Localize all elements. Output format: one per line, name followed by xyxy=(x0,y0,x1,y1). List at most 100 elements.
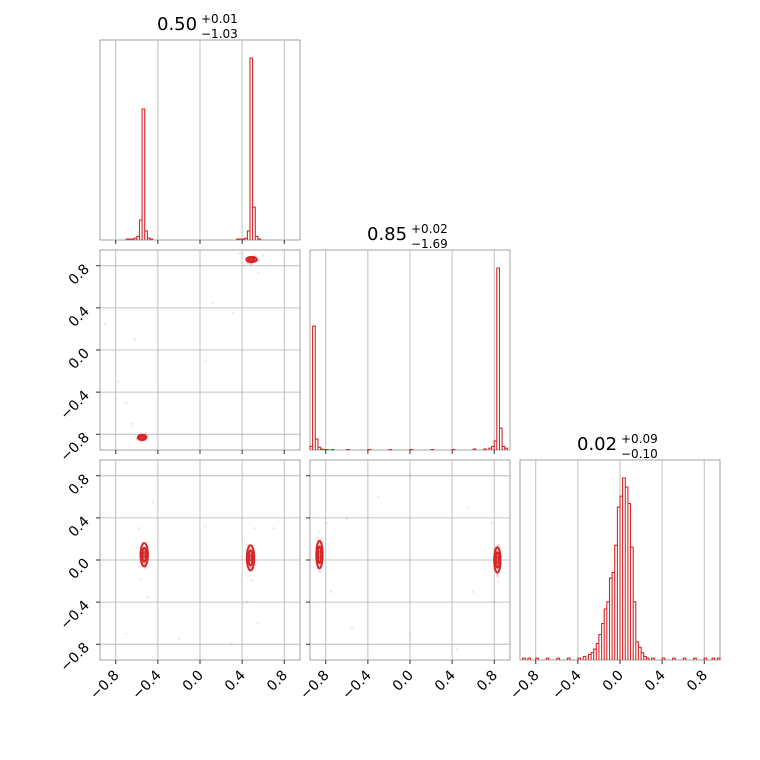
y-tick-label: 0.4 xyxy=(66,303,93,330)
histogram-param-2 xyxy=(309,267,508,451)
scatter-point xyxy=(203,359,207,362)
density-contour-outer xyxy=(245,544,256,572)
x-tick-label: 0.4 xyxy=(642,667,669,694)
scatter-point xyxy=(261,253,265,257)
scatter-point xyxy=(500,554,504,558)
scatter-point xyxy=(496,575,500,579)
scatter-point xyxy=(408,632,412,635)
scatter-point xyxy=(242,264,246,268)
scatter-point xyxy=(138,565,141,569)
x-tick-label: 0.0 xyxy=(390,668,417,695)
density-core xyxy=(249,257,254,262)
density-core xyxy=(142,551,146,559)
scatter-point xyxy=(249,262,253,266)
scatter-point xyxy=(318,570,321,573)
scatter-point xyxy=(245,543,249,546)
density-contour-outer xyxy=(139,542,149,568)
scatter-point xyxy=(137,527,141,530)
scatter-point xyxy=(211,301,214,304)
scatter-point xyxy=(231,311,234,315)
density-contour-inner xyxy=(247,549,254,567)
scatter-point xyxy=(272,527,275,530)
density-core xyxy=(317,550,322,559)
density-contour-outer xyxy=(315,540,324,570)
scatter-point xyxy=(377,495,380,499)
y-tick-label: −0.4 xyxy=(57,598,92,633)
x-tick-label: −0.4 xyxy=(549,667,584,702)
scatter-point xyxy=(318,530,321,534)
x-tick-label: 0.0 xyxy=(180,668,207,695)
scatter-point xyxy=(138,441,142,444)
title-plus: +0.01 xyxy=(201,12,238,26)
title-value: 0.50 xyxy=(157,14,197,35)
y-tick-label: 0.0 xyxy=(66,346,93,373)
density-contour-inner xyxy=(141,546,148,563)
density-contour-outer xyxy=(493,546,502,574)
scatter-point xyxy=(177,637,181,641)
y-tick-label: −0.4 xyxy=(57,388,92,423)
y-tick-label: 0.8 xyxy=(66,261,93,288)
scatter-point xyxy=(324,521,328,525)
scatter-point xyxy=(466,506,470,509)
y-tick-label: −0.8 xyxy=(57,640,92,675)
scatter-point xyxy=(103,322,107,325)
title-param-1: 0.50 +0.01 −1.03 xyxy=(157,12,238,41)
scatter-point xyxy=(146,540,149,544)
scatter-point xyxy=(318,570,322,574)
scatter-point xyxy=(490,521,494,525)
scatter-point xyxy=(492,600,496,604)
scatter-point xyxy=(144,432,148,435)
scatter-point xyxy=(256,271,260,275)
scatter-point xyxy=(497,543,501,547)
x-tick-label: 0.8 xyxy=(684,668,711,695)
y-tick-label: 0.8 xyxy=(66,471,93,498)
scatter-point xyxy=(139,577,143,581)
scatter-point xyxy=(249,546,253,550)
x-tick-label: −0.4 xyxy=(129,667,164,702)
x-tick-label: −0.4 xyxy=(339,667,374,702)
y-tick-label: −0.8 xyxy=(57,430,92,465)
scatter-point xyxy=(146,595,149,599)
scatter-point xyxy=(345,516,349,520)
title-minus: −1.03 xyxy=(201,27,238,41)
title-plus: +0.02 xyxy=(411,222,448,236)
scatter-point xyxy=(456,648,459,651)
y-tick-label: 0.4 xyxy=(66,513,93,540)
scatter-point xyxy=(329,590,333,593)
histogram-param-3 xyxy=(522,477,721,660)
density-contour-inner xyxy=(494,551,501,569)
density-core xyxy=(495,556,500,564)
x-tick-label: −0.8 xyxy=(87,668,122,703)
scatter-point xyxy=(495,574,499,577)
scatter-point xyxy=(471,590,475,593)
density-contour-outer xyxy=(136,433,148,441)
scatter-point xyxy=(250,579,253,582)
scatter-point xyxy=(246,574,250,578)
scatter-point xyxy=(253,254,257,257)
title-minus: −0.10 xyxy=(621,447,658,461)
scatter-point xyxy=(315,538,319,542)
x-tick-label: −0.8 xyxy=(507,668,542,703)
density-contour-inner xyxy=(316,545,323,564)
scatter-point xyxy=(320,537,324,540)
scatter-point xyxy=(497,580,500,584)
scatter-point xyxy=(125,401,128,404)
x-tick-label: 0.8 xyxy=(264,668,291,695)
title-minus: −1.69 xyxy=(411,237,448,251)
x-tick-label: 0.4 xyxy=(432,667,459,694)
scatter-point xyxy=(151,500,154,504)
scatter-point xyxy=(350,627,354,630)
density-core xyxy=(248,554,253,562)
scatter-point xyxy=(256,621,260,625)
title-param-2: 0.85 +0.02 −1.69 xyxy=(367,222,448,251)
title-value: 0.85 xyxy=(367,224,407,245)
scatter-point xyxy=(496,544,500,547)
scatter-point xyxy=(253,527,257,530)
title-plus: +0.09 xyxy=(621,432,658,446)
scatter-point xyxy=(203,525,207,528)
scatter-point xyxy=(116,380,120,383)
scatter-point xyxy=(246,600,249,604)
density-core xyxy=(140,435,144,440)
y-tick-label: 0.0 xyxy=(66,556,93,583)
scatter-point xyxy=(316,536,319,539)
